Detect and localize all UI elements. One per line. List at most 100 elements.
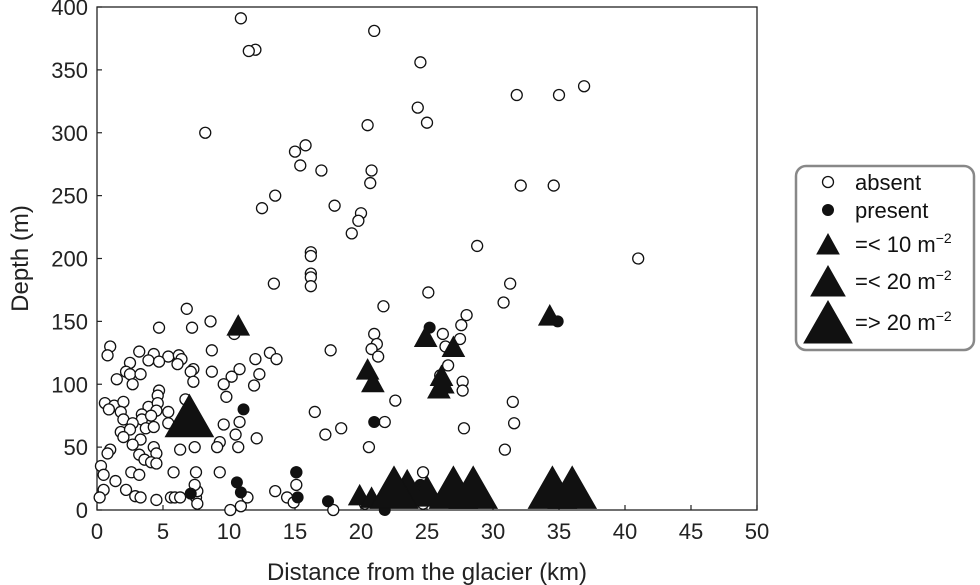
y-tick-label: 50 — [64, 435, 88, 460]
absent-point — [497, 296, 510, 309]
absent-point — [144, 409, 158, 422]
absent-point — [152, 355, 166, 368]
absent-point — [288, 145, 302, 158]
x-tick-label: 40 — [613, 519, 637, 544]
absent-point — [133, 468, 146, 481]
absent-point — [134, 491, 147, 504]
absent-point — [93, 491, 106, 504]
absent-point — [304, 249, 317, 263]
absent-point — [134, 368, 147, 381]
absent-point — [327, 503, 340, 517]
present-point — [234, 486, 247, 499]
absent-point — [255, 202, 269, 215]
absent-point — [180, 302, 193, 315]
absent-point — [109, 474, 122, 488]
absent-point — [97, 468, 110, 481]
absent-point — [269, 189, 282, 202]
x-tick-label: 0 — [91, 519, 103, 544]
absent-point — [152, 321, 166, 334]
y-tick-label: 250 — [51, 184, 88, 209]
legend-box — [794, 164, 976, 352]
absent-point — [229, 428, 242, 441]
absent-point — [234, 500, 248, 513]
absent-point — [420, 116, 434, 129]
absent-point — [299, 139, 312, 152]
present-point — [184, 487, 197, 500]
absent-point — [335, 422, 348, 435]
legend-label: present — [855, 198, 928, 223]
present-point — [237, 403, 250, 416]
y-tick-label: 0 — [76, 498, 88, 523]
absent-point — [547, 179, 560, 192]
absent-point — [294, 159, 307, 172]
absent-point — [133, 345, 146, 358]
absent-point — [365, 164, 378, 177]
density-small-triangle — [427, 376, 451, 399]
absent-point — [378, 415, 391, 429]
absent-point — [389, 394, 402, 407]
absent-point — [319, 428, 332, 441]
y-tick-label: 400 — [51, 0, 88, 20]
y-axis-ticks: 0 50 100 150 200 250 300 350 400 — [51, 0, 102, 523]
absent-point — [162, 405, 175, 419]
absent-point — [189, 466, 203, 479]
y-tick-label: 100 — [51, 372, 88, 397]
absent-point — [188, 440, 201, 454]
x-tick-label: 30 — [481, 519, 505, 544]
absent-point — [117, 395, 130, 409]
absent-point — [234, 12, 248, 25]
legend-superscript: −2 — [936, 308, 952, 324]
absent-point — [191, 497, 204, 510]
density-large-triangle — [164, 393, 215, 438]
legend-label: absent — [855, 170, 921, 195]
absent-point — [253, 368, 266, 381]
absent-point — [210, 440, 224, 454]
data-points — [93, 12, 645, 517]
absent-point — [460, 308, 473, 322]
absent-point — [498, 443, 512, 456]
absent-point — [224, 503, 237, 517]
density-large-triangle — [369, 465, 419, 509]
x-tick-label: 50 — [745, 519, 769, 544]
present-point — [322, 495, 334, 508]
present-point — [230, 476, 243, 489]
x-tick-label: 45 — [679, 519, 703, 544]
density-small-triangle — [413, 325, 438, 347]
absent-point — [225, 370, 238, 383]
absent-point — [167, 466, 180, 479]
legend-absent-point — [821, 175, 835, 189]
absent-point — [150, 493, 163, 507]
absent-point — [110, 373, 123, 386]
absent-point — [147, 420, 160, 434]
x-tick-label: 35 — [547, 519, 571, 544]
absent-point — [205, 344, 218, 357]
density-small-triangle — [537, 304, 562, 326]
absent-point — [328, 199, 341, 212]
absent-point — [507, 417, 521, 430]
absent-point — [117, 430, 130, 444]
absent-point — [455, 318, 468, 332]
x-axis-ticks: 0 5 10 15 20 25 30 35 40 45 50 — [91, 505, 769, 544]
absent-point — [126, 438, 139, 451]
absent-point — [352, 214, 365, 227]
absent-point — [242, 44, 255, 58]
absent-point — [361, 119, 374, 132]
legend-superscript: −2 — [936, 267, 952, 283]
absent-point — [213, 466, 226, 479]
absent-point — [377, 300, 390, 313]
density-small-triangle — [226, 314, 251, 336]
absent-point — [632, 252, 645, 265]
absent-point — [422, 286, 435, 299]
absent-point — [364, 176, 377, 190]
absent-point — [233, 363, 246, 376]
x-tick-label: 20 — [349, 519, 373, 544]
legend-label: =< 10 m−2 — [855, 230, 952, 257]
absent-point — [150, 457, 163, 470]
absent-point — [436, 327, 449, 341]
y-tick-label: 150 — [51, 309, 88, 334]
absent-point — [247, 379, 261, 392]
absent-point — [184, 365, 197, 378]
absent-point — [267, 277, 281, 290]
